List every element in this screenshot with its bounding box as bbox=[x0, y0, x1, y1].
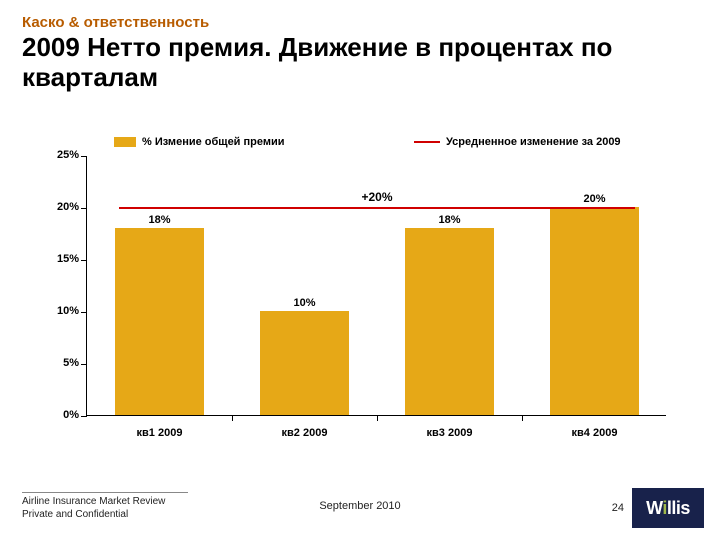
x-tick bbox=[522, 415, 523, 421]
chart-legend: % Измение общей премии Усредненное измен… bbox=[84, 136, 624, 154]
y-axis-label: 15% bbox=[47, 253, 79, 265]
legend-item-bar: % Измение общей премии bbox=[114, 136, 285, 148]
x-axis-label: кв1 2009 bbox=[87, 427, 232, 439]
y-tick bbox=[81, 208, 87, 209]
y-tick bbox=[81, 364, 87, 365]
footer-rule bbox=[22, 492, 188, 493]
y-axis-label: 20% bbox=[47, 201, 79, 213]
logo-text: Willis bbox=[646, 498, 690, 519]
x-axis-label: кв4 2009 bbox=[522, 427, 667, 439]
legend-trend-label: Усредненное изменение за 2009 bbox=[446, 136, 621, 148]
bar-value-label: 10% bbox=[260, 297, 350, 309]
trend-label: +20% bbox=[357, 190, 397, 204]
footer-page-number: 24 bbox=[612, 502, 624, 514]
bar bbox=[405, 228, 495, 415]
trend-line bbox=[119, 207, 636, 209]
bar bbox=[550, 207, 640, 415]
bar-value-label: 18% bbox=[115, 214, 205, 226]
y-axis-label: 10% bbox=[47, 305, 79, 317]
slide: Каско & ответственность 2009 Нетто преми… bbox=[0, 0, 720, 540]
legend-item-trend: Усредненное изменение за 2009 bbox=[414, 136, 621, 148]
y-tick bbox=[81, 416, 87, 417]
y-axis-label: 5% bbox=[47, 357, 79, 369]
x-tick bbox=[232, 415, 233, 421]
bar-swatch-icon bbox=[114, 137, 136, 147]
willis-logo: Willis bbox=[632, 488, 704, 528]
bar bbox=[260, 311, 350, 415]
y-tick bbox=[81, 312, 87, 313]
bar-value-label: 18% bbox=[405, 214, 495, 226]
plot-area: 0%5%10%15%20%25%18%кв1 200910%кв2 200918… bbox=[86, 156, 666, 416]
y-axis-label: 25% bbox=[47, 149, 79, 161]
revenue-chart: % Измение общей премии Усредненное измен… bbox=[44, 142, 684, 452]
y-axis-label: 0% bbox=[47, 409, 79, 421]
pretitle: Каско & ответственность bbox=[22, 14, 698, 31]
line-swatch-icon bbox=[414, 141, 440, 144]
x-axis-label: кв2 2009 bbox=[232, 427, 377, 439]
bar-value-label: 20% bbox=[550, 193, 640, 205]
legend-bar-label: % Измение общей премии bbox=[142, 136, 285, 148]
y-tick bbox=[81, 260, 87, 261]
footer: Airline Insurance Market Review Private … bbox=[0, 492, 720, 540]
page-title: 2009 Нетто премия. Движение в процентах … bbox=[22, 33, 698, 93]
bar bbox=[115, 228, 205, 415]
x-axis-label: кв3 2009 bbox=[377, 427, 522, 439]
y-tick bbox=[81, 156, 87, 157]
x-tick bbox=[377, 415, 378, 421]
